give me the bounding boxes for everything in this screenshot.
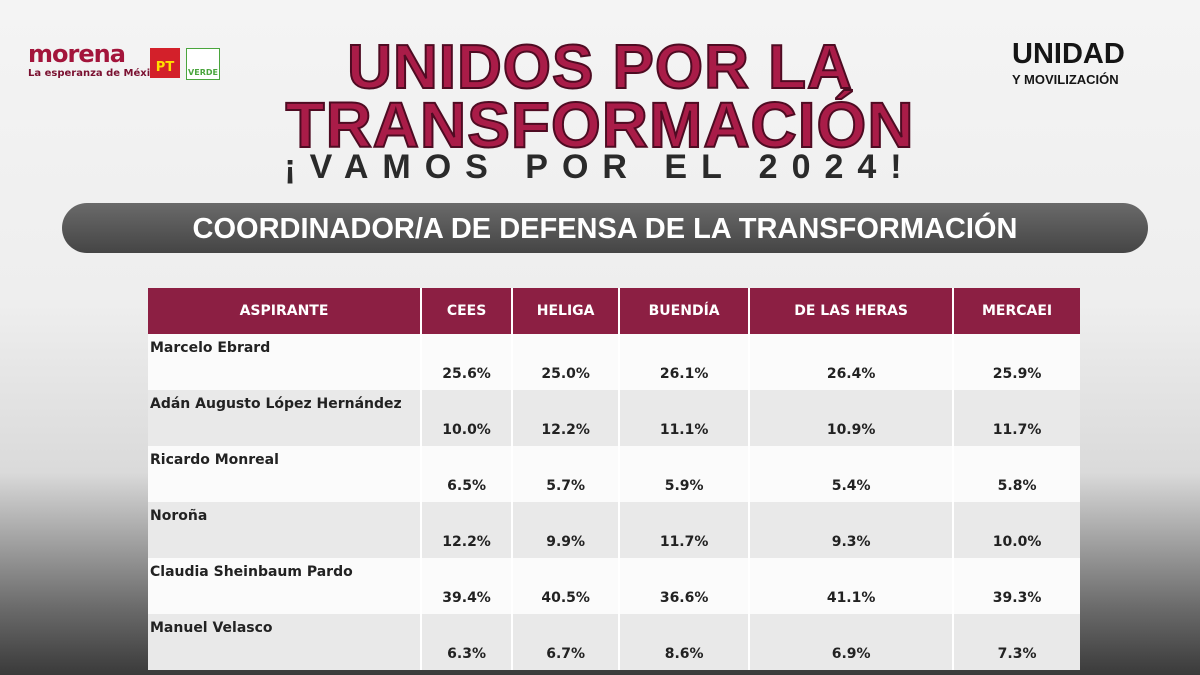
- subtitle: ¡VAMOS POR EL 2024!: [284, 148, 916, 186]
- logo-pt: PT: [150, 48, 180, 78]
- banner: COORDINADOR/A DE DEFENSA DE LA TRANSFORM…: [62, 203, 1148, 253]
- candidate-name: Ricardo Monreal: [148, 446, 421, 502]
- column-header: BUENDÍA: [618, 288, 750, 334]
- poll-value: 10.0%: [952, 502, 1080, 558]
- poll-value: 25.0%: [511, 334, 620, 390]
- poll-value: 25.6%: [419, 334, 513, 390]
- title-line: TRANSFORMACIÓN: [284, 88, 915, 162]
- poll-value: 6.7%: [511, 614, 620, 670]
- logo-morena: morena: [28, 40, 126, 68]
- poll-value: 11.7%: [618, 502, 750, 558]
- column-header: DE LAS HERAS: [748, 288, 954, 334]
- poll-value: 6.3%: [419, 614, 513, 670]
- column-header: MERCAEI: [952, 288, 1080, 334]
- table-row: Marcelo Ebrard 25.6% 25.0% 26.1% 26.4% 25.9%: [148, 334, 1080, 390]
- poll-value: 26.1%: [618, 334, 750, 390]
- poll-value: 10.9%: [748, 390, 954, 446]
- column-header: CEES: [419, 288, 513, 334]
- poll-value: 41.1%: [748, 558, 954, 614]
- poll-value: 7.3%: [952, 614, 1080, 670]
- column-header: HELIGA: [511, 288, 620, 334]
- column-header: ASPIRANTE: [148, 288, 421, 334]
- poll-value: 39.4%: [419, 558, 513, 614]
- poll-value: 26.4%: [748, 334, 954, 390]
- title-line: UNIDOS POR LA: [346, 32, 853, 103]
- poll-value: 9.3%: [748, 502, 954, 558]
- poll-value: 25.9%: [952, 334, 1080, 390]
- poll-value: 12.2%: [511, 390, 620, 446]
- poll-value: 5.4%: [748, 446, 954, 502]
- poll-value: 11.1%: [618, 390, 750, 446]
- poll-value: 10.0%: [419, 390, 513, 446]
- poll-value: 36.6%: [618, 558, 750, 614]
- poll-value: 40.5%: [511, 558, 620, 614]
- table-row: Ricardo Monreal 6.5% 5.7% 5.9% 5.4% 5.8%: [148, 446, 1080, 502]
- candidate-name: Marcelo Ebrard: [148, 334, 421, 390]
- logo-movilizacion: Y MOVILIZACIÓN: [1012, 72, 1119, 87]
- poll-value: 6.5%: [419, 446, 513, 502]
- poll-value: 8.6%: [618, 614, 750, 670]
- candidate-name: Manuel Velasco: [148, 614, 421, 670]
- table-row: Manuel Velasco 6.3% 6.7% 8.6% 6.9% 7.3%: [148, 614, 1080, 670]
- table-row: Claudia Sheinbaum Pardo 39.4% 40.5% 36.6% 41…: [148, 558, 1080, 614]
- candidate-name: Noroña: [148, 502, 421, 558]
- poll-value: 5.7%: [511, 446, 620, 502]
- table-row: Noroña 12.2% 9.9% 11.7% 9.3% 10.0%: [148, 502, 1080, 558]
- poll-value: 5.9%: [618, 446, 750, 502]
- candidate-name: Claudia Sheinbaum Pardo: [148, 558, 421, 614]
- poll-value: 11.7%: [952, 390, 1080, 446]
- logo-unidad: UNIDAD: [1012, 38, 1125, 70]
- poll-value: 39.3%: [952, 558, 1080, 614]
- logo-tagline: La esperanza de México: [28, 68, 163, 79]
- poll-value: 5.8%: [952, 446, 1080, 502]
- poll-value: 12.2%: [419, 502, 513, 558]
- table-row: Adán Augusto López Hernández 10.0% 12.2% 11…: [148, 390, 1080, 446]
- logo-verde: VERDE: [186, 48, 220, 80]
- header-row: ASPIRANTE CEES HELIGA BUENDÍA DE LAS HERAS ME…: [148, 288, 1080, 334]
- poll-value: 6.9%: [748, 614, 954, 670]
- candidate-name: Adán Augusto López Hernández: [148, 390, 421, 446]
- poll-value: 9.9%: [511, 502, 620, 558]
- poll-table: ASPIRANTE CEES HELIGA BUENDÍA DE LAS HERAS ME…: [148, 288, 1080, 670]
